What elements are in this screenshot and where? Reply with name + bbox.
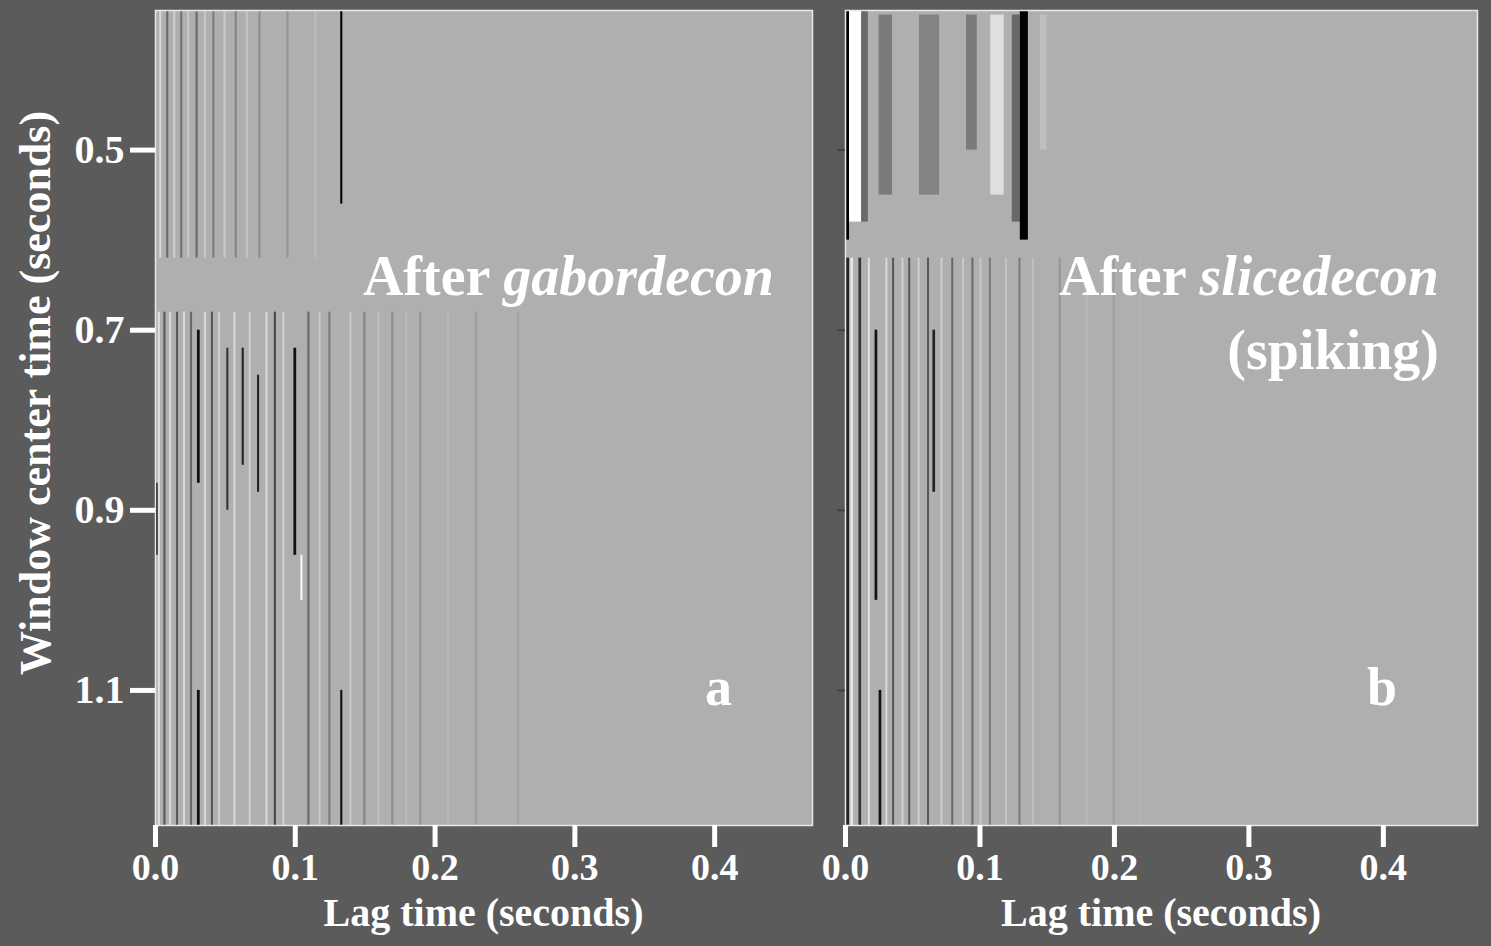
html-text:After slicedecon: After slicedecon — [1059, 245, 1439, 307]
svg-text:0.3: 0.3 — [1225, 846, 1273, 888]
html-text:After gabordecon: After gabordecon — [362, 245, 774, 307]
svg-text:0.0: 0.0 — [132, 846, 180, 888]
html-text:b: b — [1367, 657, 1397, 717]
svg-text:0.3: 0.3 — [551, 846, 599, 888]
svg-text:0.7: 0.7 — [75, 307, 125, 352]
svg-text:1.1: 1.1 — [75, 667, 125, 712]
svg-text:0.2: 0.2 — [411, 846, 459, 888]
html-text:(spiking): (spiking) — [1227, 319, 1439, 381]
html-text:Lag time (seconds): Lag time (seconds) — [1001, 890, 1321, 935]
svg-text:0.0: 0.0 — [822, 846, 870, 888]
html-text:Window center time (seconds): Window center time (seconds) — [11, 110, 60, 676]
svg-text:0.9: 0.9 — [75, 487, 125, 532]
svg-text:0.5: 0.5 — [75, 127, 125, 172]
svg-text:0.4: 0.4 — [1360, 846, 1408, 888]
svg-text:0.2: 0.2 — [1091, 846, 1139, 888]
svg-text:0.1: 0.1 — [956, 846, 1004, 888]
svg-text:0.4: 0.4 — [691, 846, 739, 888]
html-text:a: a — [705, 657, 732, 717]
svg-text:0.1: 0.1 — [272, 846, 320, 888]
html-text:Lag time (seconds): Lag time (seconds) — [323, 890, 644, 935]
